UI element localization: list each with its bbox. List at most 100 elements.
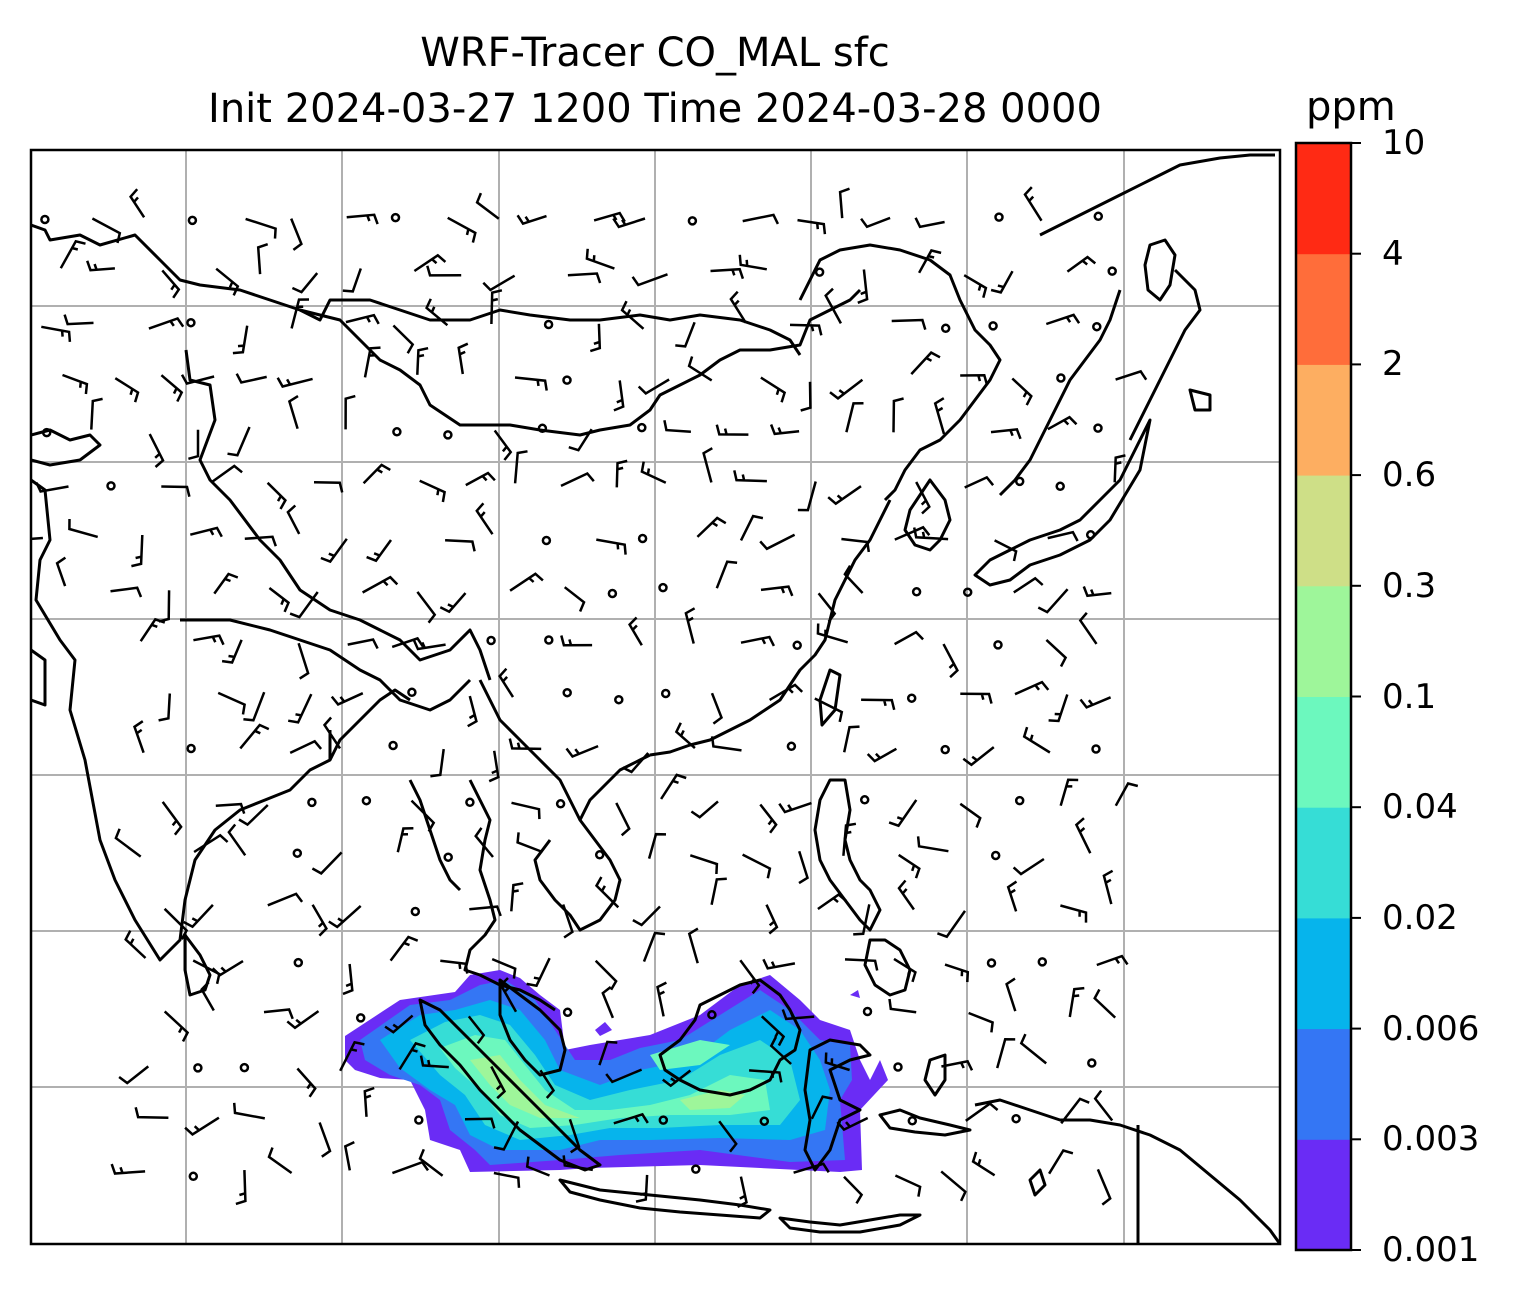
wind-barb <box>631 273 668 287</box>
wind-barb <box>345 313 380 325</box>
colorbar-tick-label: 0.1 <box>1382 676 1437 717</box>
wind-barb <box>416 346 429 375</box>
wind-barb <box>511 801 541 820</box>
wind-barb <box>853 904 871 936</box>
calm-wind-marker <box>1011 1113 1021 1124</box>
wind-barb <box>740 635 776 647</box>
wind-barb <box>490 289 503 325</box>
wind-barb <box>940 1170 967 1202</box>
wind-barb <box>918 249 942 274</box>
calm-wind-marker <box>1093 423 1103 433</box>
wind-barb <box>628 616 643 646</box>
calm-wind-marker <box>537 423 548 434</box>
wind-barb <box>232 325 249 355</box>
wind-barb <box>287 395 299 430</box>
wind-barb <box>965 1102 999 1122</box>
wind-barb <box>499 977 518 1013</box>
wind-barb <box>266 481 287 510</box>
wind-barb <box>960 373 989 386</box>
wind-barb <box>689 854 719 875</box>
wind-barb <box>1006 880 1018 912</box>
wind-barb <box>565 744 599 759</box>
wind-barb <box>344 394 356 430</box>
wind-barb <box>430 748 445 778</box>
wind-barb <box>311 904 328 937</box>
wind-barb <box>210 464 243 484</box>
calm-wind-marker <box>392 427 402 437</box>
calm-wind-marker <box>410 906 421 917</box>
wind-barb <box>715 424 749 436</box>
calm-wind-marker <box>906 693 917 703</box>
calm-wind-marker <box>293 957 304 968</box>
wind-barb <box>605 1068 643 1084</box>
wind-barb <box>789 323 823 336</box>
wind-barb <box>1074 817 1092 854</box>
wind-barb <box>1078 611 1098 645</box>
wind-barb <box>836 1116 869 1132</box>
wind-barb <box>632 905 661 927</box>
wind-barb <box>398 1041 426 1071</box>
wind-barb <box>1048 1149 1074 1175</box>
wind-barb <box>139 617 166 642</box>
calm-wind-marker <box>658 1115 669 1125</box>
wind-barb <box>637 378 670 395</box>
wind-barb <box>488 750 500 783</box>
coastlines <box>31 153 1280 1244</box>
wind-barb <box>91 217 122 244</box>
wind-barb <box>193 833 229 854</box>
colorbar-segment <box>1296 585 1351 697</box>
wind-barb <box>215 802 246 814</box>
wind-barb <box>526 957 551 988</box>
wind-barb <box>482 274 516 292</box>
wind-barb <box>161 801 183 836</box>
wind-barb <box>687 356 713 382</box>
wind-barb <box>516 214 547 226</box>
wind-barb <box>189 526 223 538</box>
wind-barb <box>287 693 313 724</box>
wind-barb <box>1068 986 1085 1018</box>
wind-barb <box>513 450 528 484</box>
wind-barb <box>389 935 419 962</box>
wind-barb <box>1113 454 1126 483</box>
colorbar-segment <box>1296 807 1351 919</box>
colorbar-segment <box>1296 364 1351 476</box>
wind-barb <box>439 592 467 614</box>
wind-barb <box>567 272 602 284</box>
wind-barb <box>342 268 362 293</box>
wind-barb <box>59 239 86 269</box>
wind-barb <box>245 217 277 239</box>
wind-barb <box>1013 576 1044 594</box>
wind-barb <box>622 752 650 774</box>
wind-barb <box>509 572 544 592</box>
calm-wind-marker <box>562 687 572 698</box>
wind-barb <box>1114 782 1139 807</box>
wind-barb <box>893 630 924 646</box>
calm-wind-marker <box>188 1171 199 1182</box>
wind-barb <box>817 893 848 911</box>
wind-barb <box>118 1065 150 1085</box>
wind-barb <box>133 720 145 754</box>
wind-barb <box>963 274 988 299</box>
wind-barb <box>221 639 243 664</box>
wind-barb <box>675 321 696 348</box>
wind-barb <box>662 1069 692 1088</box>
wind-barb <box>897 879 915 911</box>
wind-barb <box>239 723 270 750</box>
wind-barb <box>888 998 917 1014</box>
wind-barb <box>1005 977 1017 1012</box>
wind-barb <box>474 827 494 858</box>
calm-wind-marker <box>707 1010 717 1020</box>
wind-barb <box>328 904 362 929</box>
wind-barb <box>612 217 646 229</box>
calm-wind-marker <box>792 640 802 651</box>
wind-barb <box>964 475 995 489</box>
wind-barb <box>843 1175 864 1205</box>
wind-barb <box>297 642 310 680</box>
calm-wind-marker <box>1093 211 1104 222</box>
wind-barb <box>647 832 667 859</box>
wind-barb <box>861 698 896 711</box>
wind-barb <box>55 556 67 587</box>
wind-barb <box>615 459 628 488</box>
map-frame <box>29 148 1282 1246</box>
calm-wind-marker <box>988 321 998 331</box>
